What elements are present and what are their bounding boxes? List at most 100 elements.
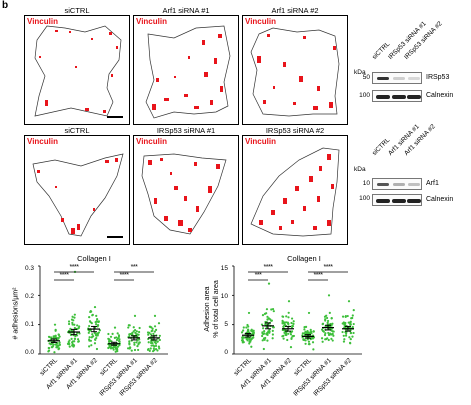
data-point <box>341 322 344 325</box>
micrograph-r2-1: Vinculin <box>24 135 130 245</box>
data-point <box>52 336 56 339</box>
data-point <box>95 323 98 326</box>
data-point <box>341 330 344 334</box>
micrograph-r2-2: Vinculin <box>133 135 239 245</box>
data-point <box>116 332 119 335</box>
sig-label: **** <box>119 272 129 279</box>
data-point <box>307 340 311 343</box>
data-point <box>320 337 324 340</box>
data-point <box>352 322 355 326</box>
data-point <box>241 337 244 340</box>
data-point <box>281 315 284 318</box>
data-point <box>87 331 90 334</box>
data-point <box>95 347 99 351</box>
data-point <box>324 332 327 335</box>
data-point <box>88 339 91 342</box>
data-point <box>56 346 59 349</box>
data-point <box>261 339 264 342</box>
cell-image <box>250 27 340 117</box>
data-point <box>128 335 131 338</box>
cell-image <box>145 25 231 119</box>
data-point <box>248 338 251 341</box>
data-point <box>331 332 334 336</box>
data-point <box>73 326 76 330</box>
data-point <box>138 341 141 344</box>
micrograph-r2-3: Vinculin <box>242 135 348 245</box>
data-point <box>326 319 330 323</box>
data-point <box>260 323 264 326</box>
data-point <box>78 332 81 335</box>
data-point <box>272 326 275 329</box>
data-point <box>307 311 311 315</box>
data-point <box>303 328 306 331</box>
data-point <box>268 331 271 334</box>
data-point <box>271 333 274 336</box>
data-point <box>135 330 138 333</box>
data-point <box>241 339 244 342</box>
data-point <box>153 314 157 317</box>
data-point <box>72 319 75 322</box>
blot2-calnexin-band <box>372 194 422 206</box>
data-point <box>292 320 295 323</box>
data-point <box>156 340 159 343</box>
data-point <box>57 333 60 336</box>
data-point <box>240 331 244 334</box>
data-point <box>250 328 253 331</box>
data-point <box>71 323 74 326</box>
data-point <box>271 329 274 332</box>
data-point <box>113 336 116 340</box>
data-point <box>158 347 161 350</box>
data-point <box>241 341 244 344</box>
data-point <box>93 338 97 341</box>
blot1-protein-1: IRSp53 <box>426 74 450 81</box>
data-point <box>88 316 91 319</box>
data-point <box>71 315 74 318</box>
data-point <box>342 334 345 337</box>
data-point <box>149 347 152 350</box>
data-point <box>127 326 130 329</box>
data-point <box>351 335 354 338</box>
chart1-ytick-3: 0.3 <box>24 265 34 272</box>
data-point <box>54 329 57 332</box>
data-point <box>96 325 99 328</box>
data-point <box>247 311 251 315</box>
data-point <box>108 345 111 348</box>
data-point <box>287 332 290 335</box>
data-point <box>137 343 140 346</box>
data-point <box>116 350 119 353</box>
data-point <box>311 341 315 344</box>
data-point <box>137 333 140 336</box>
chart1-points <box>47 270 161 354</box>
data-point <box>292 322 295 326</box>
data-point <box>57 348 60 351</box>
data-point <box>47 346 50 350</box>
data-point <box>158 338 161 342</box>
row2-title-1: siCTRL <box>64 126 90 135</box>
data-point <box>252 336 255 339</box>
data-point <box>154 348 158 351</box>
data-point <box>349 342 352 345</box>
data-point <box>330 337 333 340</box>
data-point <box>309 328 312 331</box>
row1-title-2: Arf1 siRNA #1 <box>162 6 210 15</box>
data-point <box>346 314 349 318</box>
data-point <box>115 338 119 342</box>
data-point <box>112 348 115 351</box>
data-point <box>76 324 79 327</box>
chart1-significance <box>54 271 154 281</box>
data-point <box>158 334 161 337</box>
data-point <box>73 323 76 326</box>
data-point <box>73 337 76 340</box>
data-point <box>67 320 71 323</box>
data-point <box>117 335 121 338</box>
data-point <box>292 335 295 338</box>
data-point <box>128 340 131 343</box>
data-point <box>146 331 150 334</box>
data-point <box>351 314 354 317</box>
data-point <box>284 321 288 324</box>
data-point <box>53 323 57 326</box>
blot2-arf1-band <box>372 178 422 190</box>
data-point <box>77 340 80 343</box>
cell-image <box>32 153 124 237</box>
data-point <box>347 300 351 303</box>
